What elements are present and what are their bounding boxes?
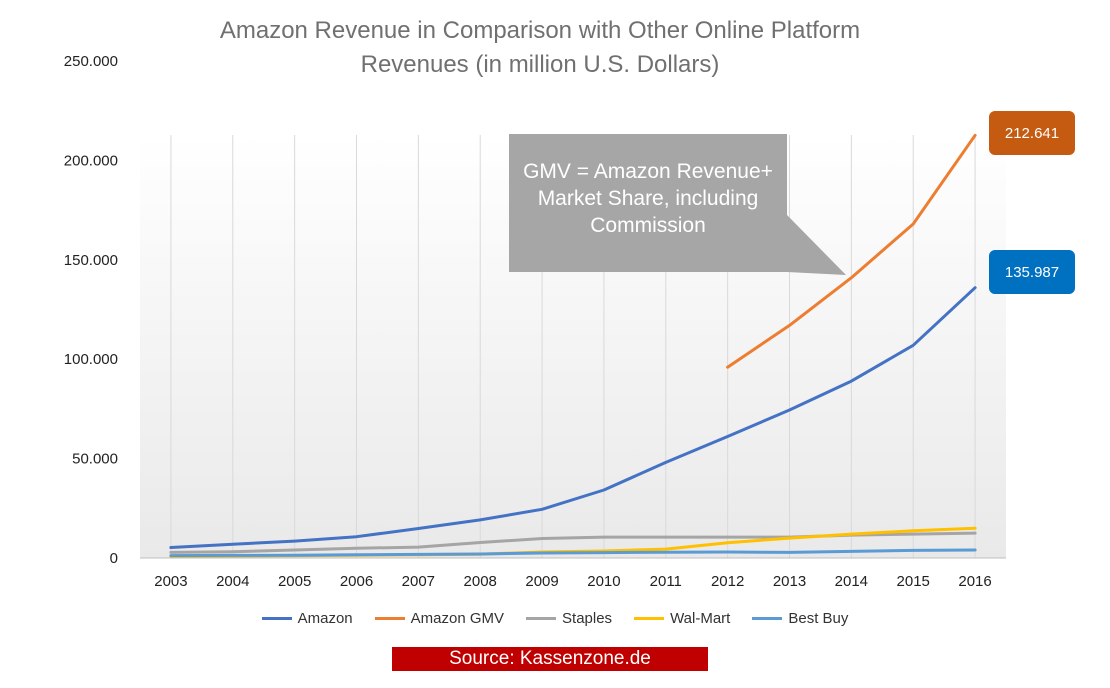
legend-swatch-amazon [261,617,292,620]
chart-title: Amazon Revenue in Comparison with Other … [140,14,940,82]
y-tick-label-50000: 50.000 [72,451,118,468]
x-tick-label-2014: 2014 [835,573,868,590]
x-tick-label-2003: 2003 [154,573,187,590]
x-tick-label-2008: 2008 [464,573,497,590]
y-tick-label-200000: 200.000 [64,152,118,169]
y-tick-label-250000: 250.000 [64,53,118,70]
x-tick-label-2015: 2015 [897,573,930,590]
chart-title-line-2: Revenues (in million U.S. Dollars) [360,51,720,78]
y-tick-label-0: 0 [110,550,118,567]
x-tick-label-2010: 2010 [587,573,620,590]
x-tick-label-2006: 2006 [340,573,373,590]
callout-bubble [509,134,846,275]
chart-title-line-1: Amazon Revenue in Comparison with Other … [219,17,861,44]
x-tick-label-2005: 2005 [278,573,311,590]
legend-label-amazon: Amazon [297,610,353,627]
series-line-amazon-gmv [726,133,977,369]
legend: Amazon Amazon GMV Staples Wal-Mart Best Buy [0,610,1110,627]
y-tick-label-150000: 150.000 [64,252,118,269]
legend-item-wal-mart: Wal-Mart [634,610,730,627]
source-label: Source: Kassenzone.de [392,647,708,671]
legend-label-amazon-gmv: Amazon GMV [410,610,505,627]
x-tick-label-2013: 2013 [773,573,806,590]
callout-line-1: GMV = Amazon Revenue+ [523,160,773,183]
legend-swatch-best-buy [752,617,783,620]
x-tick-label-2004: 2004 [216,573,249,590]
amazon-value-badge: 135.987 [989,250,1075,294]
vertical-gridlines [170,135,976,558]
callout-line-3: Commission [590,214,706,237]
x-tick-label-2007: 2007 [402,573,435,590]
gmv-callout: GMV = Amazon Revenue+ Market Share, incl… [509,158,787,239]
legend-item-amazon-gmv: Amazon GMV [374,610,505,627]
x-tick-label-2012: 2012 [711,573,744,590]
legend-label-staples: Staples [562,610,613,627]
amazon-gmv-value-badge: 212.641 [989,111,1075,155]
legend-swatch-staples [526,617,557,620]
x-tick-label-2016: 2016 [958,573,991,590]
legend-item-best-buy: Best Buy [752,610,848,627]
series-line-amazon [169,286,977,549]
legend-item-amazon: Amazon [261,610,353,627]
callout-line-2: Market Share, including [537,187,759,210]
series-line-best-buy [169,548,977,558]
series-lines [169,133,977,558]
x-tick-label-2009: 2009 [525,573,558,590]
axes: 2003 2004 2005 2006 2007 2008 2009 2010 2011 2012… [64,53,1006,590]
x-tick-label-2011: 2011 [650,573,682,590]
legend-swatch-wal-mart [634,617,665,620]
legend-label-wal-mart: Wal-Mart [670,610,731,627]
legend-label-best-buy: Best Buy [788,610,849,627]
y-tick-label-100000: 100.000 [64,351,118,368]
legend-swatch-amazon-gmv [374,617,405,620]
legend-item-staples: Staples [526,610,612,627]
